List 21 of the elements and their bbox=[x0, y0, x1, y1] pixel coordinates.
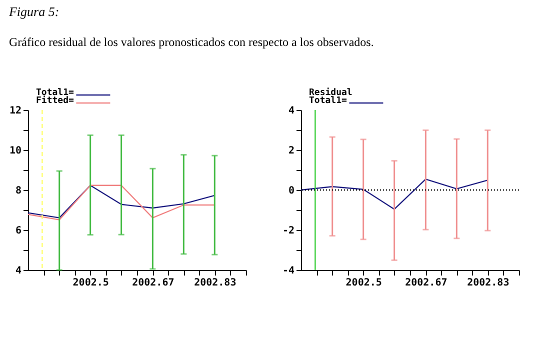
y-tick-label: -2 bbox=[282, 226, 294, 236]
chart-subtitle: Gráfico residual de los valores pronosticados con respecto a los observados. bbox=[8, 35, 374, 49]
x-tick-label: 2002.67 bbox=[405, 278, 448, 288]
x-tick-label: 2002.83 bbox=[194, 278, 236, 288]
y-tick-label: 4 bbox=[288, 106, 294, 116]
y-tick-label: 0 bbox=[288, 186, 294, 196]
x-tick-label: 2002.83 bbox=[467, 278, 510, 288]
y-tick-label: 10 bbox=[9, 146, 22, 156]
legend-label: Total1= bbox=[309, 96, 348, 106]
x-tick-label: 2002.5 bbox=[72, 278, 109, 288]
chart-title: Figura 5: bbox=[8, 4, 60, 19]
y-tick-label: 6 bbox=[15, 226, 22, 236]
legend-label: Fitted= bbox=[36, 95, 75, 106]
x-tick-label: 2002.5 bbox=[346, 278, 382, 288]
y-tick-label: 8 bbox=[15, 186, 22, 196]
line-series bbox=[300, 178, 488, 210]
y-tick-label: 2 bbox=[288, 146, 294, 156]
x-tick-label: 2002.67 bbox=[132, 278, 174, 288]
y-tick-label: 12 bbox=[9, 106, 22, 116]
y-tick-label: 4 bbox=[15, 266, 22, 276]
y-tick-label: -4 bbox=[282, 266, 294, 276]
